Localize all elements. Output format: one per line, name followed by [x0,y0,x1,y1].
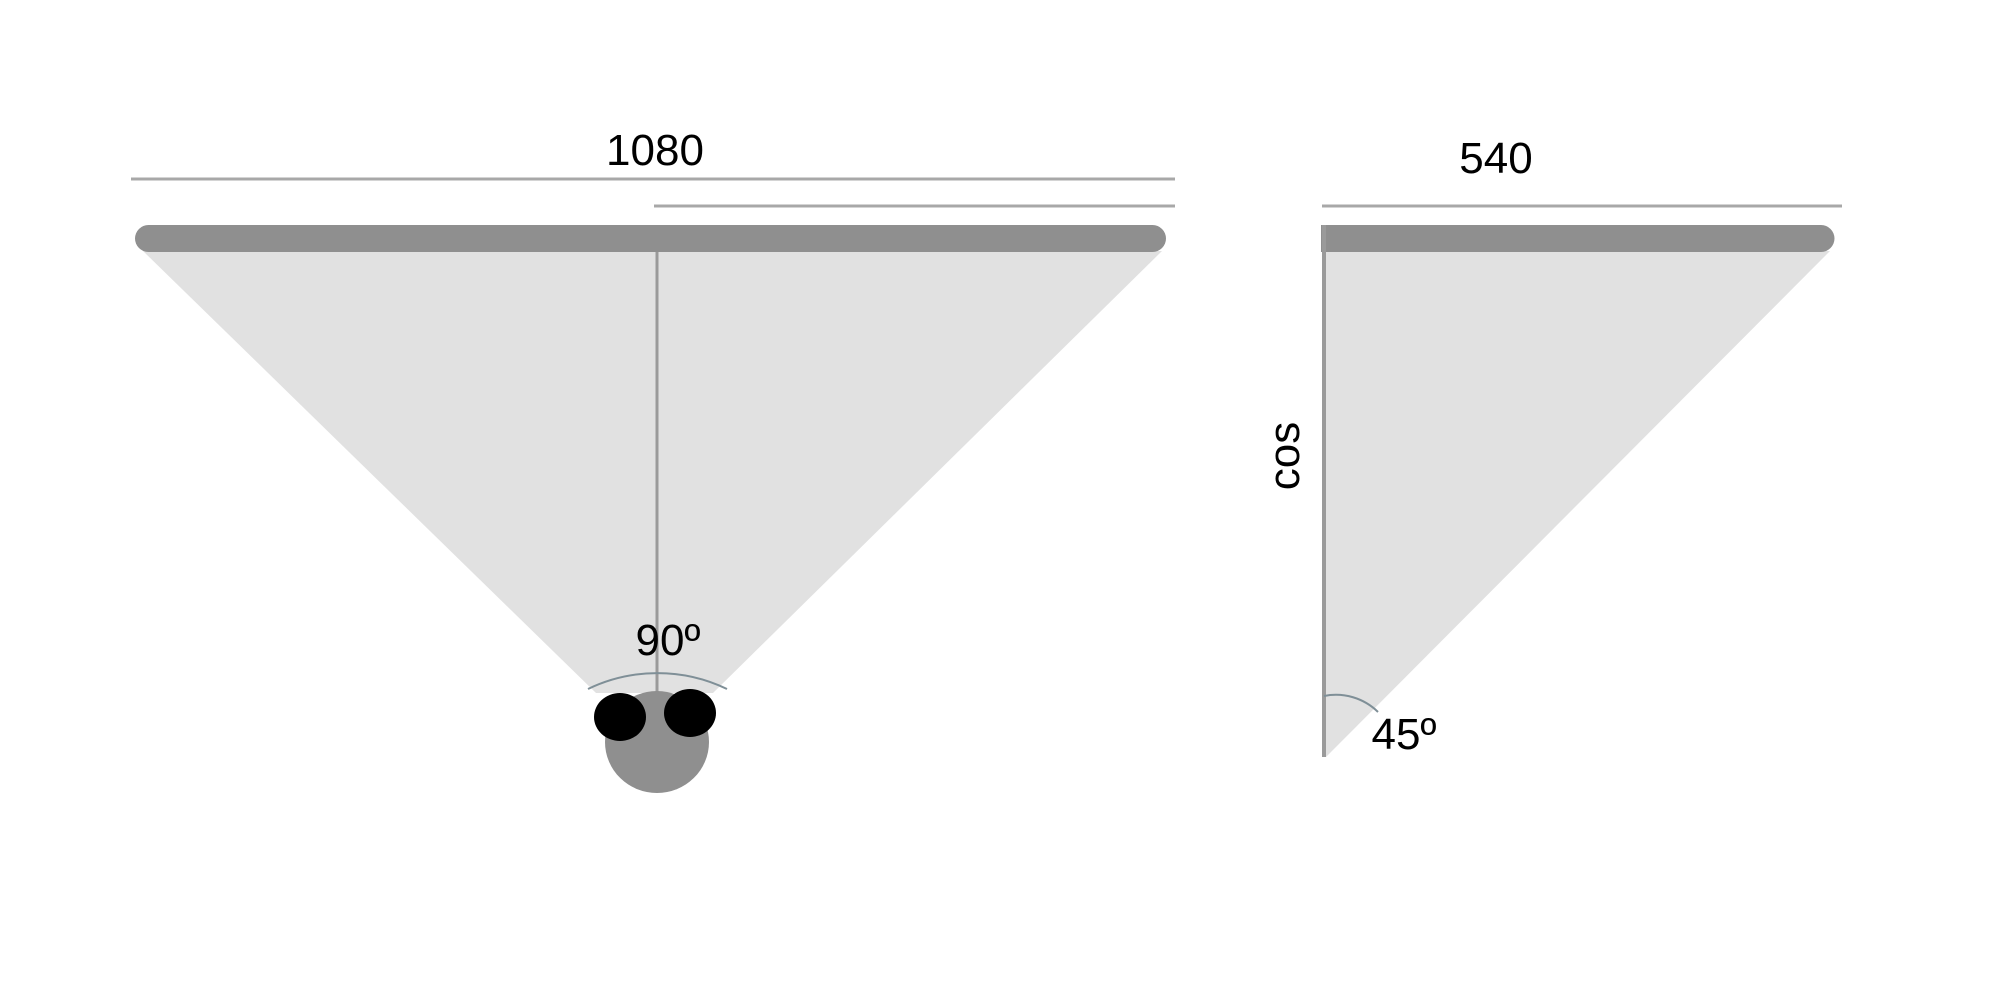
full-view-wedge [143,251,1162,693]
half-view-diagram: 540 cos 45º [1260,134,1842,759]
half-screen-bar [1321,225,1835,252]
forty-five-degree-label: 45º [1371,710,1436,759]
right-eye [664,689,716,737]
half-view-wedge [1323,251,1830,757]
half-width-label: 540 [1459,134,1532,183]
full-width-label: 1080 [606,126,704,175]
full-view-diagram: 1080 90º [131,126,1175,793]
left-eye [594,693,646,741]
ninety-degree-label: 90º [635,616,700,665]
ninety-degree-arc [587,672,728,690]
forty-five-degree-arc [1323,693,1379,713]
cos-label: cos [1260,422,1309,490]
screen-bar [135,225,1166,252]
